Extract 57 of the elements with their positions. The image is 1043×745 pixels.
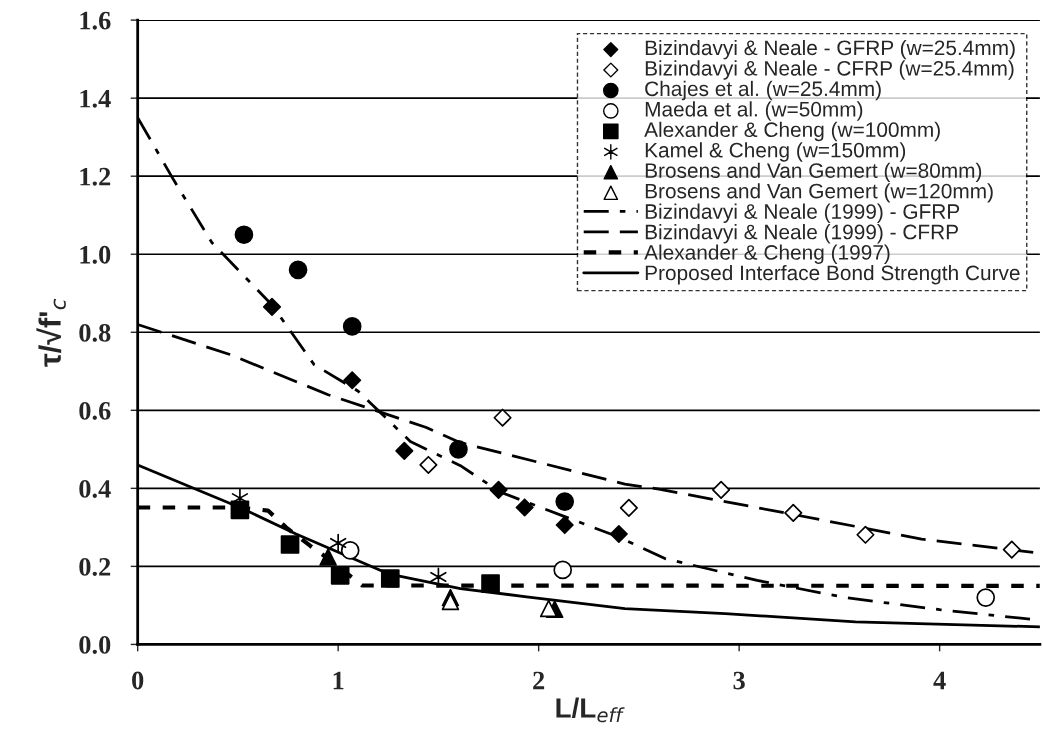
x-axis-title: L/L$_{eff}$ xyxy=(556,697,625,723)
x-tick-label: 3 xyxy=(733,671,745,690)
legend-label: Brosens and Van Gemert (w=120mm) xyxy=(645,183,993,203)
point xyxy=(1002,540,1021,559)
point xyxy=(343,371,362,390)
legend-label: Bizindavyi & Neale (1999) - GFRP xyxy=(645,203,960,224)
point xyxy=(319,548,337,566)
y-tick-label: 1.6 xyxy=(80,11,111,30)
x-tick-label: 2 xyxy=(533,671,545,690)
point xyxy=(419,455,438,474)
legend-label: Bizindavyi & Neale - CFRP (w=25.4mm) xyxy=(645,60,1014,80)
y-tick-label: 0.2 xyxy=(79,557,111,576)
point xyxy=(395,441,414,460)
x-tick-label: 0 xyxy=(132,671,144,690)
legend-label: Proposed Interface Bond Strength Curve xyxy=(645,264,1020,285)
x-tick-label: 1 xyxy=(333,671,344,690)
y-tick-label: 1.2 xyxy=(80,167,111,186)
y-tick-label: 1.4 xyxy=(80,89,111,108)
y-tick-label: 0.6 xyxy=(79,401,111,420)
point xyxy=(976,588,996,607)
point xyxy=(784,503,803,522)
legend-label: Alexander & Cheng (1997) xyxy=(644,244,890,264)
point xyxy=(449,439,468,459)
point xyxy=(329,533,347,553)
y-axis-title: τ/√f'$_{c}$ xyxy=(36,298,66,367)
y-tick-label: 0.0 xyxy=(79,636,111,654)
point xyxy=(555,515,574,535)
legend-label: Brosens and Van Gemert (w=80mm) xyxy=(645,162,982,183)
point xyxy=(609,524,628,544)
point xyxy=(553,560,573,580)
y-tick-label: 1.0 xyxy=(80,245,111,264)
legend-label: Maeda et al. (w=50mm) xyxy=(645,101,863,121)
point xyxy=(230,500,250,520)
point xyxy=(340,541,360,560)
point xyxy=(555,492,575,511)
point xyxy=(380,569,400,588)
point xyxy=(712,480,731,499)
point xyxy=(493,408,512,427)
legend-label: Alexander & Cheng (w=100mm) xyxy=(644,121,940,142)
y-tick-label: 0.4 xyxy=(79,479,111,498)
point xyxy=(489,480,508,499)
point xyxy=(481,574,500,593)
point xyxy=(288,260,308,280)
point xyxy=(342,317,362,336)
point xyxy=(515,498,534,517)
point xyxy=(280,535,300,554)
y-tick-label: 0.8 xyxy=(79,323,111,342)
point xyxy=(262,297,282,316)
point xyxy=(234,225,254,245)
point xyxy=(619,498,638,517)
point xyxy=(330,566,350,585)
legend-label: Kamel & Cheng (w=150mm) xyxy=(645,142,906,162)
legend-label: Chajes et al. (w=25.4mm) xyxy=(645,80,881,101)
point xyxy=(856,525,875,544)
legend-label: Bizindavyi & Neale (1999) - CFRP xyxy=(645,224,958,244)
legend-label: Bizindavyi & Neale - GFRP (w=25.4mm) xyxy=(645,39,1015,60)
x-tick-label: 4 xyxy=(933,671,946,690)
